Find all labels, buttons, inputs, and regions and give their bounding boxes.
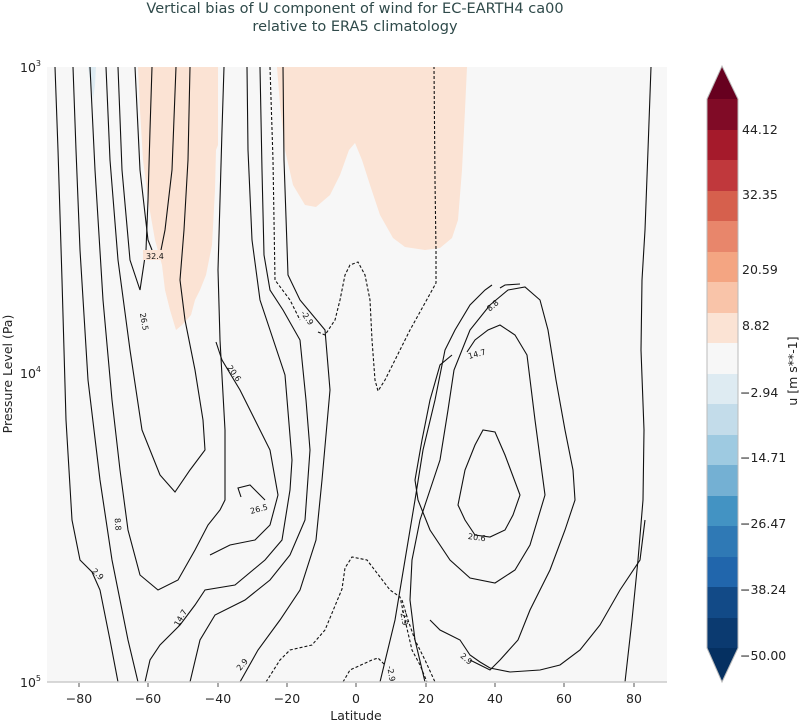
colorbar-extend-bottom (707, 648, 738, 682)
y-tick-label: 105 (20, 674, 41, 690)
contour-lines (54, 67, 652, 682)
y-tick-label: 103 (20, 59, 41, 75)
colorbar-tick-label: 8.82 (742, 318, 770, 333)
x-tick-label: −60 (135, 691, 161, 706)
chart-title-line-1: Vertical bias of U component of wind for… (146, 1, 564, 17)
colorbar-tick-label: −2.94 (740, 385, 778, 400)
contour-label: 32.4 (146, 252, 164, 261)
colorbar-tick-label: −26.47 (740, 516, 786, 531)
y-axis-ticks: 103 104 105 (20, 59, 41, 690)
colorbar-tick-label: −38.24 (740, 582, 786, 597)
colorbar-tick-label: −50.00 (740, 648, 786, 663)
colorbar-tick-label: 32.35 (742, 187, 778, 202)
colorbar-tick-label: 44.12 (742, 122, 778, 137)
colorbar-tick-label: 20.59 (742, 262, 778, 277)
contour-label: 26.5 (249, 503, 269, 516)
contour-label: 14.7 (467, 348, 487, 361)
chart-title: Vertical bias of U component of wind for… (0, 0, 710, 36)
x-tick-label: −80 (66, 691, 92, 706)
contour-label: -2.9 (398, 609, 410, 626)
colorbar-extend-top (707, 66, 738, 99)
x-tick-label: −40 (205, 691, 231, 706)
x-tick-label: −20 (274, 691, 300, 706)
x-tick-label: 20 (418, 691, 434, 706)
x-tick-label: 60 (556, 691, 572, 706)
contour-label: 20.6 (467, 532, 486, 543)
x-tick-label: 40 (487, 691, 503, 706)
contour-label: 8.8 (113, 518, 123, 531)
contour-label: -2.9 (385, 665, 397, 682)
colorbar-tick-label: −14.71 (740, 450, 786, 465)
contour-label: 26.5 (138, 312, 150, 331)
positive-bias-region-tropics (277, 67, 467, 250)
x-axis-ticks: −80 −60 −40 −20 0 20 40 60 80 (66, 683, 642, 706)
y-axis-label: Pressure Level (Pa) (0, 315, 15, 434)
filled-contours (88, 67, 467, 330)
positive-bias-region-south (138, 67, 218, 330)
y-tick-label: 104 (20, 365, 41, 381)
chart-title-line-2: relative to ERA5 climatology (252, 19, 458, 35)
x-axis-label: Latitude (330, 708, 382, 723)
x-tick-label: 0 (352, 691, 360, 706)
colorbar-label: u [m s**-1] (785, 336, 800, 405)
colorbar: 44.12 32.35 20.59 8.82 −2.94 −14.71 −26.… (706, 64, 786, 684)
x-tick-label: 80 (626, 691, 642, 706)
